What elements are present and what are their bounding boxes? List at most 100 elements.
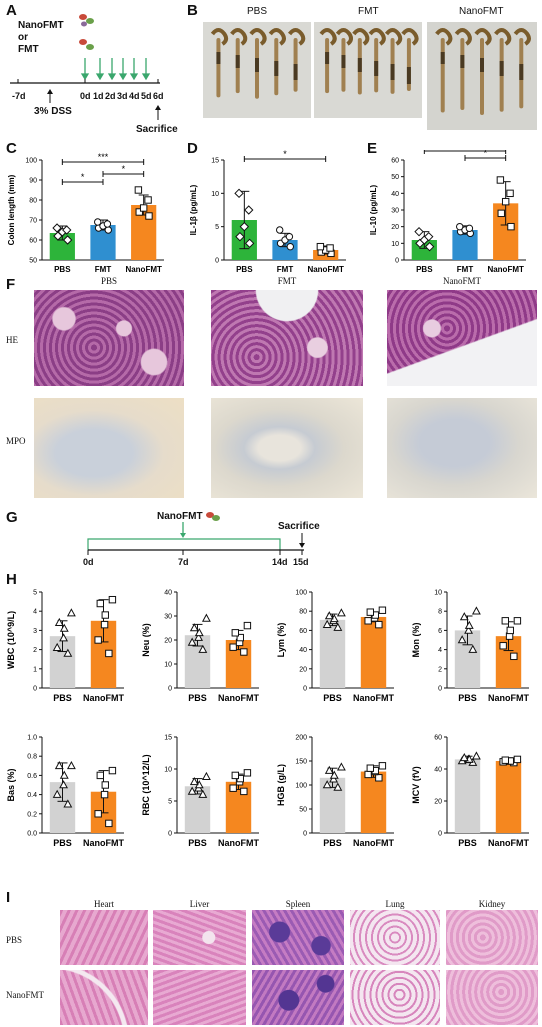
y-tick-label: 5 (215, 224, 219, 231)
data-point (364, 770, 372, 779)
significance-label: * (81, 172, 85, 182)
data-point (63, 648, 73, 657)
organ-image-heart-pbs (60, 910, 148, 965)
y-tick-label: 10 (391, 241, 399, 248)
y-tick-label: 4 (438, 647, 442, 654)
x-tick-label: NanoFMT (353, 838, 394, 848)
data-point (63, 799, 73, 808)
bar (319, 619, 346, 688)
data-point (501, 617, 509, 625)
data-point (198, 789, 208, 798)
y-tick-label: 0.4 (27, 792, 37, 799)
y-tick-label: 50 (299, 807, 307, 814)
panel-a-timeline (10, 14, 161, 120)
x-tick-label: FMT (95, 265, 112, 274)
data-point (105, 649, 113, 658)
data-point (52, 789, 62, 798)
significance-label: *** (98, 152, 109, 162)
data-point (465, 224, 474, 233)
y-tick-label: 100 (295, 590, 307, 597)
data-point (239, 221, 250, 232)
data-point (375, 620, 383, 629)
mpo-image-nanofmt (387, 398, 537, 498)
y-tick-label: 40 (299, 647, 307, 654)
y-axis-label: RBC (10^12/L) (141, 754, 151, 815)
organ-col-kidney: Kidney (478, 899, 506, 909)
colon-cecum (230, 28, 248, 46)
y-tick-label: 0 (395, 258, 399, 265)
x-tick-label: FMT (457, 265, 474, 274)
data-point (513, 755, 522, 764)
data-point (244, 205, 254, 215)
y-tick-label: 0 (33, 686, 37, 693)
y-tick-label: 1 (33, 666, 37, 673)
data-point (471, 606, 481, 615)
mpo-image-fmt (211, 398, 363, 498)
organ-col-spleen: Spleen (285, 899, 311, 909)
data-point (62, 225, 72, 235)
colon-cecum (435, 28, 453, 46)
y-tick-label: 5 (33, 590, 37, 597)
panel-e-label: E (367, 140, 378, 157)
data-point (105, 819, 113, 828)
il10-chart: 0 10 20 30 40 50 60 IL-10 (pg/mL) PBS FMT NanoFMT *… (369, 150, 526, 274)
data-point (187, 786, 197, 795)
data-point (135, 208, 143, 216)
x-tick-label: NanoFMT (488, 838, 529, 848)
y-axis-label: Lym (%) (276, 623, 286, 658)
y-tick-label: 0 (438, 831, 442, 838)
wbc-chart: 0 1 2 3 4 5 WBC (10^9/L) PBS NanoFMT (6, 590, 124, 704)
data-point (66, 608, 76, 617)
x-tick-label: PBS (458, 693, 477, 703)
data-point (144, 196, 152, 204)
data-point (424, 241, 435, 252)
histology-row-mpo: MPO (6, 436, 26, 446)
data-point (286, 242, 294, 251)
data-point (231, 771, 239, 780)
y-tick-label: 0 (168, 686, 172, 693)
y-tick-label: 50 (391, 174, 399, 181)
colon-cecum (513, 28, 531, 46)
y-tick-label: 15 (164, 735, 172, 742)
data-point (322, 780, 332, 789)
colon-cecum (474, 28, 492, 46)
data-point (316, 242, 325, 251)
y-tick-label: 10 (434, 590, 442, 597)
data-point (59, 770, 69, 779)
il1b-chart: 0 5 10 15 IL-1β (pg/mL) PBS FMT NanoFMT * (189, 150, 346, 274)
x-tick-label: NanoFMT (353, 693, 394, 703)
day-label: -7d (12, 91, 26, 101)
hgb-chart: 0 50 100 150 200 HGB (g/L) PBS NanoFMT (276, 735, 394, 849)
data-point (54, 760, 64, 770)
y-tick-label: 100 (295, 783, 307, 790)
data-point (100, 790, 109, 799)
data-point (464, 625, 474, 634)
day-label: 6d (153, 91, 164, 101)
data-point (513, 617, 522, 625)
x-tick-label: PBS (416, 265, 433, 274)
data-point (240, 648, 248, 656)
data-point (94, 810, 102, 818)
neu-chart: 0 10 20 30 40 Neu (%) PBS NanoFMT (141, 590, 259, 704)
data-point (139, 204, 148, 212)
y-tick-label: 60 (391, 158, 399, 165)
data-point (378, 762, 387, 770)
colon-cecum (210, 28, 229, 46)
histology-col-fmt: FMT (277, 276, 297, 286)
organ-col-heart: Heart (94, 899, 114, 909)
day-label: 7d (178, 557, 189, 567)
organ-image-lung-pbs (350, 910, 440, 965)
y-tick-label: 40 (391, 191, 399, 198)
y-tick-label: 80 (29, 198, 37, 205)
y-tick-label: 15 (211, 158, 219, 165)
x-tick-label: PBS (323, 693, 342, 703)
organ-row-pbs: PBS (6, 935, 23, 945)
data-point (201, 613, 211, 622)
y-tick-label: 6 (438, 628, 442, 635)
colon-cecum (335, 28, 354, 46)
colon-cecum (319, 28, 337, 46)
he-image-fmt (211, 290, 363, 386)
day-label: 2d (105, 91, 116, 101)
y-tick-label: 20 (164, 638, 172, 645)
day-label: 5d (141, 91, 152, 101)
